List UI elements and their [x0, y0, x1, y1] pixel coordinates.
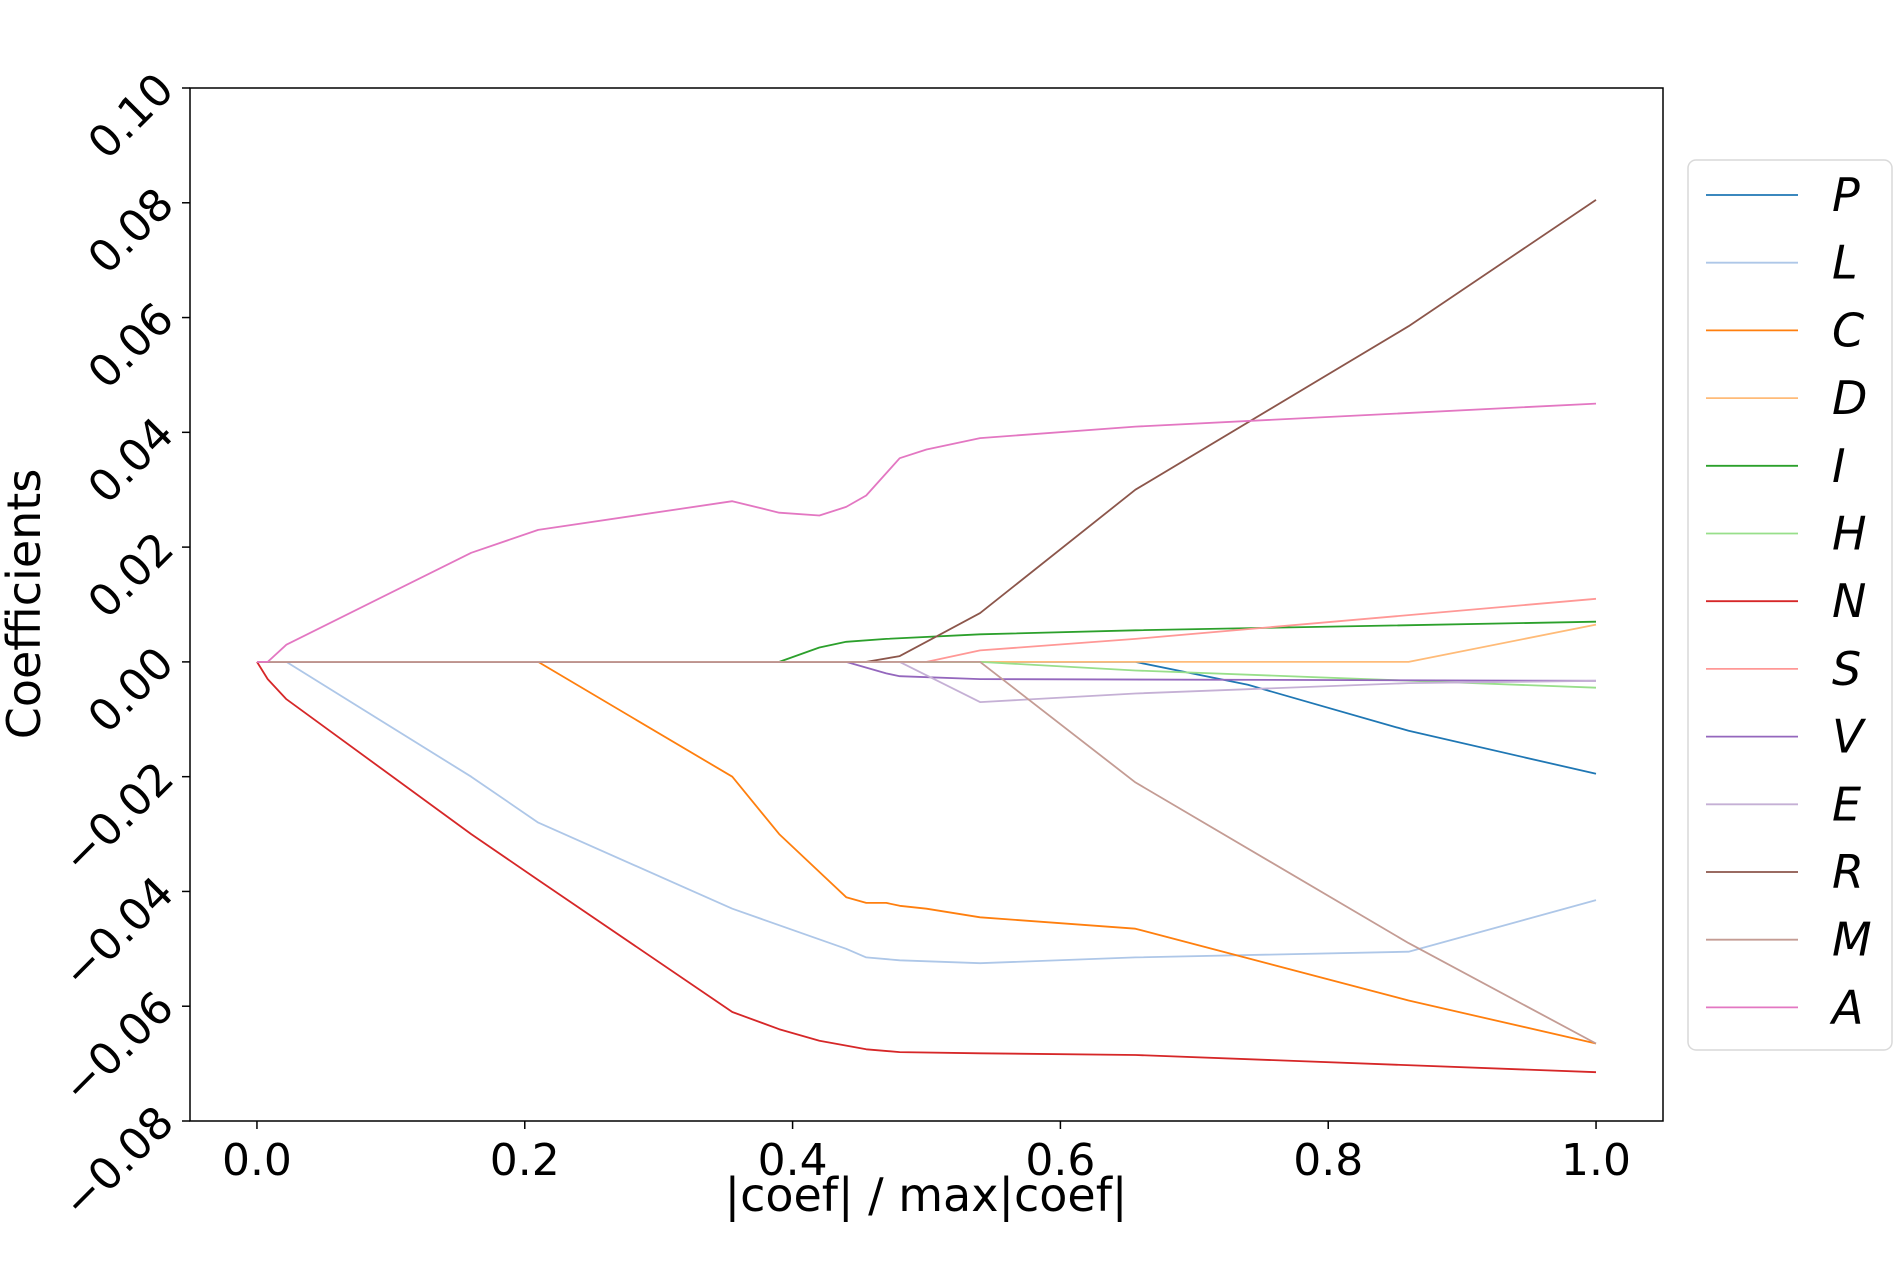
x-tick-label: 1.0	[1561, 1135, 1631, 1186]
series-line-I	[257, 620, 1597, 663]
series-line-R	[257, 199, 1597, 663]
y-tick-label: 0.02	[78, 523, 183, 628]
legend-label-S: S	[1832, 642, 1861, 696]
series-line-A	[257, 402, 1597, 663]
legend-label-H: H	[1832, 507, 1867, 561]
legend-frame	[1687, 159, 1893, 1051]
y-axis: −0.08−0.06−0.04−0.020.000.020.040.060.08…	[52, 64, 190, 1228]
series-line-L	[257, 661, 1597, 965]
plot-frame	[189, 87, 1664, 1122]
y-tick-label: −0.02	[52, 752, 183, 883]
legend-label-D: D	[1832, 371, 1867, 425]
y-axis-title: Coefficients	[0, 469, 51, 740]
x-tick-label: 0.4	[758, 1135, 828, 1186]
x-axis: 0.0 0.2 0.4 0.6 0.8 1.0	[222, 1121, 1631, 1186]
legend-label-R: R	[1832, 845, 1864, 899]
legend-label-I: I	[1832, 439, 1846, 493]
series-line-C	[257, 661, 1597, 1045]
series-layer	[256, 199, 1597, 1074]
y-tick-label: −0.06	[52, 982, 183, 1113]
series-line-V	[257, 661, 1597, 682]
legend-label-N: N	[1832, 574, 1866, 628]
legend-label-V: V	[1832, 710, 1867, 764]
legend-label-L: L	[1832, 236, 1858, 290]
series-line-M	[257, 661, 1597, 1045]
legend-label-C: C	[1832, 303, 1864, 357]
y-tick-label: 0.00	[78, 638, 183, 743]
series-line-P	[257, 661, 1597, 775]
y-tick-label: −0.08	[52, 1097, 183, 1228]
x-tick-label: 0.8	[1293, 1135, 1363, 1186]
y-tick-label: 0.06	[78, 293, 183, 398]
legend-label-E: E	[1832, 777, 1861, 831]
legend-label-P: P	[1832, 168, 1860, 222]
y-tick-label: 0.04	[78, 408, 183, 513]
y-tick-label: −0.04	[52, 867, 183, 998]
y-tick-label: 0.10	[78, 64, 183, 169]
x-axis-title: |coef| / max|coef|	[725, 1168, 1128, 1223]
series-line-D	[257, 623, 1597, 663]
legend-label-A: A	[1829, 980, 1863, 1034]
series-line-E	[257, 661, 1597, 703]
x-tick-label: 0.0	[222, 1135, 292, 1186]
series-line-N	[256, 661, 1597, 1074]
series-line-S	[257, 597, 1597, 663]
y-tick-label: 0.08	[78, 178, 183, 283]
legend-label-M: M	[1832, 913, 1872, 967]
x-tick-label: 0.2	[490, 1135, 560, 1186]
x-tick-label: 0.6	[1025, 1135, 1095, 1186]
